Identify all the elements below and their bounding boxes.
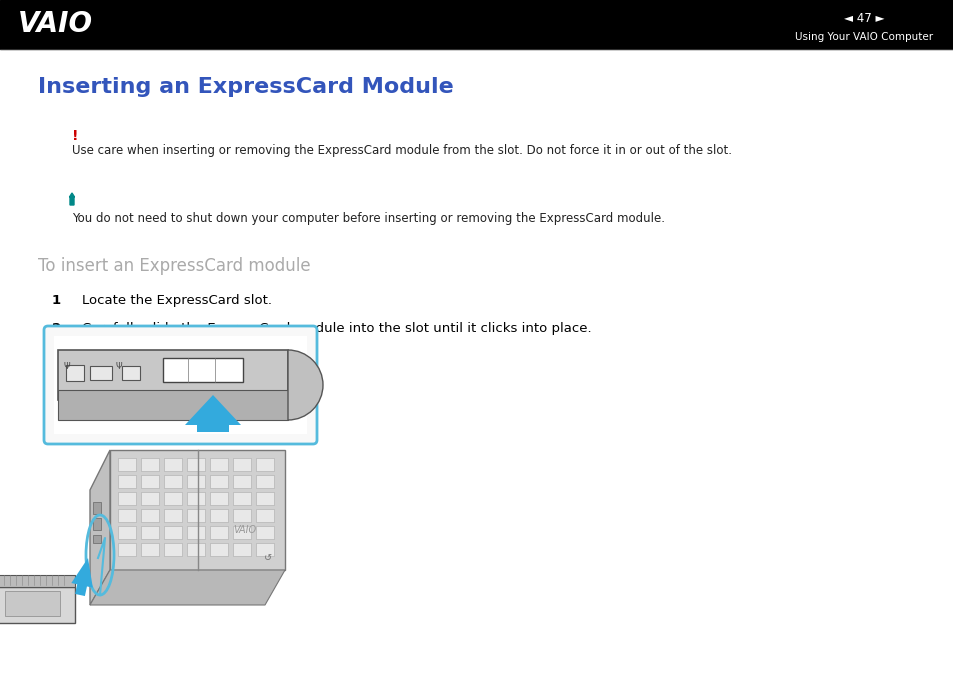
Bar: [118, 543, 136, 556]
Bar: [187, 509, 205, 522]
Text: ◄ 47 ►: ◄ 47 ►: [842, 12, 883, 25]
Bar: [233, 543, 251, 556]
Bar: [163, 358, 243, 382]
Bar: [164, 543, 182, 556]
Bar: [141, 526, 159, 539]
Text: You do not need to shut down your computer before inserting or removing the Expr: You do not need to shut down your comput…: [71, 212, 664, 225]
Polygon shape: [0, 575, 75, 587]
Bar: [255, 543, 274, 556]
Bar: [210, 509, 228, 522]
FancyBboxPatch shape: [44, 326, 316, 444]
Polygon shape: [71, 558, 92, 596]
Bar: [5, 591, 60, 616]
Text: Using Your VAIO Computer: Using Your VAIO Computer: [794, 32, 932, 42]
Bar: [233, 475, 251, 488]
Bar: [187, 458, 205, 471]
Bar: [141, 475, 159, 488]
Bar: [187, 475, 205, 488]
Bar: [92, 535, 101, 543]
Bar: [92, 502, 101, 514]
Bar: [118, 526, 136, 539]
Bar: [90, 366, 112, 380]
Wedge shape: [288, 350, 323, 420]
Bar: [233, 492, 251, 505]
Polygon shape: [90, 450, 110, 605]
Text: 1: 1: [52, 294, 61, 307]
Bar: [164, 526, 182, 539]
Bar: [255, 492, 274, 505]
Bar: [210, 543, 228, 556]
Text: VAIO: VAIO: [233, 525, 256, 535]
Bar: [58, 350, 288, 400]
Bar: [210, 475, 228, 488]
Bar: [118, 509, 136, 522]
Bar: [210, 458, 228, 471]
Bar: [210, 526, 228, 539]
Bar: [118, 475, 136, 488]
Polygon shape: [90, 570, 285, 605]
Bar: [164, 492, 182, 505]
Text: Carefully slide the ExpressCard module into the slot until it clicks into place.: Carefully slide the ExpressCard module i…: [82, 322, 591, 335]
Bar: [233, 509, 251, 522]
Bar: [66, 365, 84, 381]
FancyArrow shape: [70, 193, 74, 205]
Polygon shape: [110, 450, 285, 570]
Text: Use care when inserting or removing the ExpressCard module from the slot. Do not: Use care when inserting or removing the …: [71, 144, 731, 157]
Bar: [187, 526, 205, 539]
Bar: [255, 475, 274, 488]
Text: To insert an ExpressCard module: To insert an ExpressCard module: [38, 257, 311, 275]
Bar: [118, 492, 136, 505]
Text: Ψ: Ψ: [116, 362, 123, 371]
Bar: [141, 509, 159, 522]
Bar: [0, 0, 953, 49]
Bar: [54, 336, 307, 434]
Bar: [92, 518, 101, 530]
Text: Do not force it into the slot.: Do not force it into the slot.: [82, 340, 266, 353]
Text: 2: 2: [52, 322, 61, 335]
Text: ↺: ↺: [264, 553, 272, 563]
Bar: [233, 458, 251, 471]
Polygon shape: [0, 587, 75, 623]
Bar: [141, 458, 159, 471]
Bar: [141, 543, 159, 556]
Text: Inserting an ExpressCard Module: Inserting an ExpressCard Module: [38, 77, 454, 97]
Bar: [187, 492, 205, 505]
Text: Locate the ExpressCard slot.: Locate the ExpressCard slot.: [82, 294, 272, 307]
Text: Ψ: Ψ: [64, 362, 71, 371]
Bar: [122, 366, 140, 380]
Bar: [164, 458, 182, 471]
Bar: [58, 390, 288, 420]
Bar: [164, 509, 182, 522]
Bar: [255, 458, 274, 471]
Bar: [255, 509, 274, 522]
Text: !: !: [71, 129, 78, 143]
Text: VAIO: VAIO: [18, 11, 93, 38]
Bar: [187, 543, 205, 556]
Bar: [233, 526, 251, 539]
Bar: [118, 458, 136, 471]
Bar: [141, 492, 159, 505]
Polygon shape: [185, 395, 241, 432]
Bar: [164, 475, 182, 488]
Bar: [210, 492, 228, 505]
Bar: [255, 526, 274, 539]
